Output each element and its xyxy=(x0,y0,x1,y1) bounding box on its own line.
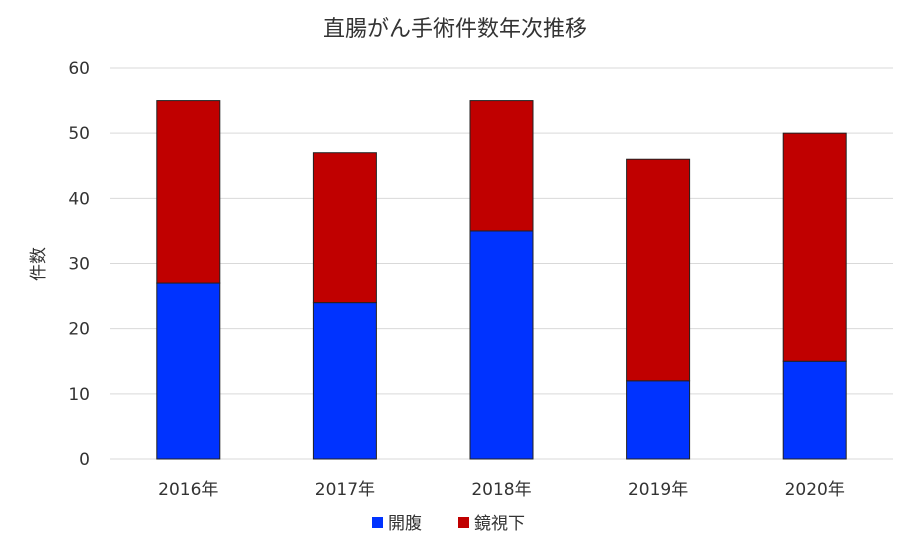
y-tick-label: 0 xyxy=(79,450,90,470)
x-tick-label: 2018年 xyxy=(471,480,531,500)
legend-label-1: 鏡視下 xyxy=(474,514,525,534)
legend: 開腹 鏡視下 xyxy=(372,514,525,534)
bar-open-1 xyxy=(312,302,377,460)
chart-title: 直腸がん手術件数年次推移 xyxy=(323,17,587,42)
bar-laparoscopic-2 xyxy=(469,100,534,232)
x-tick-label: 2017年 xyxy=(315,480,375,500)
x-tick-label: 2019年 xyxy=(628,480,688,500)
x-tick-label: 2016年 xyxy=(158,480,218,500)
bar-open-4 xyxy=(782,360,847,460)
y-tick-label: 60 xyxy=(68,59,90,79)
y-tick-label: 20 xyxy=(68,320,90,340)
x-tick-label: 2020年 xyxy=(785,480,845,500)
bar-open-0 xyxy=(156,282,221,460)
y-tick-label: 50 xyxy=(68,124,90,144)
y-axis-ticks: 0 10 20 30 40 50 60 xyxy=(68,59,90,470)
legend-swatch-1 xyxy=(458,517,469,528)
legend-swatch-0 xyxy=(372,517,383,528)
x-axis-ticks: 2016年 2017年 2018年 2019年 2020年 xyxy=(158,480,845,500)
bar-laparoscopic-1 xyxy=(312,152,377,304)
y-axis-label: 件数 xyxy=(29,247,49,281)
legend-label-0: 開腹 xyxy=(388,514,422,534)
bar-open-3 xyxy=(626,380,691,460)
bar-laparoscopic-0 xyxy=(156,100,221,284)
y-tick-label: 40 xyxy=(68,189,90,209)
y-tick-label: 10 xyxy=(68,385,90,405)
bar-laparoscopic-3 xyxy=(626,158,691,382)
bar-open-2 xyxy=(469,230,534,460)
bars xyxy=(156,100,847,460)
y-tick-label: 30 xyxy=(68,255,90,275)
bar-laparoscopic-4 xyxy=(782,132,847,362)
